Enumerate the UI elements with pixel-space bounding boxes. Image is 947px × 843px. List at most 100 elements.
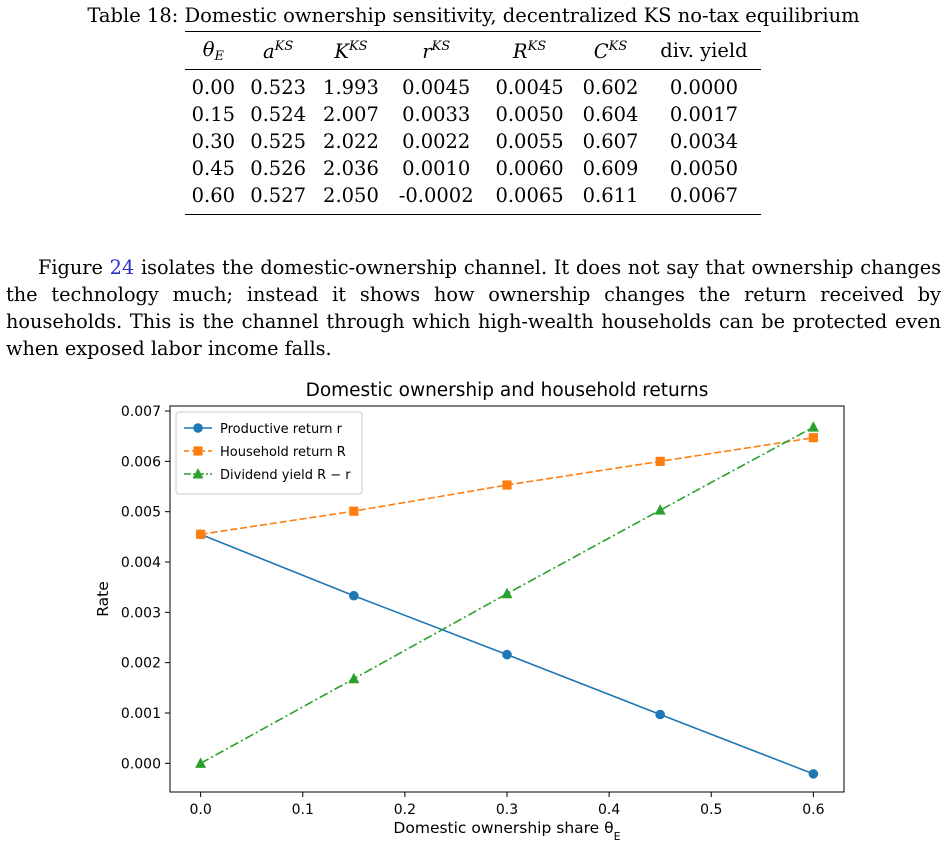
table-cell: 0.0034 bbox=[669, 130, 739, 153]
table-cell: -0.0002 bbox=[398, 184, 474, 207]
table-cell: 1.993 bbox=[323, 76, 379, 99]
x-tick-label: 0.0 bbox=[190, 802, 212, 818]
chart-legend: Productive return r Household return R Div… bbox=[175, 411, 363, 495]
table-caption: Table 18: Domestic ownership sensitivity… bbox=[87, 4, 860, 27]
column-header: KKS bbox=[334, 38, 368, 63]
data-point bbox=[502, 649, 512, 660]
table-header-row: θE aKS KKS rKS RKS CKS div. yield bbox=[185, 31, 761, 70]
table-cell: 2.050 bbox=[323, 184, 379, 207]
x-tick-label: 0.2 bbox=[394, 802, 416, 818]
table-row: 0.00 0.523 1.993 0.0045 0.0045 0.602 0.0000 bbox=[185, 70, 761, 102]
data-point bbox=[349, 590, 359, 601]
y-axis-label: Rate bbox=[94, 581, 112, 617]
data-point bbox=[808, 433, 818, 443]
table-cell: 0.15 bbox=[191, 103, 236, 126]
data-point bbox=[655, 709, 665, 720]
data-point bbox=[808, 769, 819, 779]
table-cell: 2.007 bbox=[323, 103, 379, 126]
table-cell: 0.0045 bbox=[402, 76, 471, 99]
y-tick-label: 0.003 bbox=[121, 605, 161, 621]
y-tick-label: 0.000 bbox=[121, 756, 161, 772]
table-row: 0.30 0.525 2.022 0.0022 0.0055 0.607 0.0034 bbox=[185, 128, 761, 155]
axis-ticks: 0.0 0.1 0.2 0.3 0.4 0.5 0.6 0.000 0.001 0.002 0.00… bbox=[121, 404, 825, 818]
table-cell: 0.523 bbox=[250, 76, 307, 99]
data-point bbox=[195, 757, 207, 768]
y-tick-label: 0.001 bbox=[121, 706, 161, 722]
legend-marker bbox=[193, 423, 203, 433]
column-header: aKS bbox=[262, 38, 294, 63]
column-header: div. yield bbox=[660, 39, 748, 62]
x-tick-label: 0.3 bbox=[496, 802, 518, 818]
table-cell: 0.602 bbox=[582, 76, 639, 99]
table-cell: 0.604 bbox=[582, 103, 639, 126]
x-tick-label: 0.4 bbox=[598, 802, 620, 818]
legend-frame bbox=[175, 411, 363, 495]
table-cell: 0.0000 bbox=[669, 76, 739, 99]
column-header: CKS bbox=[593, 38, 628, 63]
table-cell: 0.525 bbox=[250, 130, 307, 153]
table-cell: 0.0050 bbox=[669, 157, 739, 180]
data-point bbox=[501, 587, 513, 599]
x-tick-label: 0.5 bbox=[700, 802, 722, 818]
sensitivity-table: θE aKS KKS rKS RKS CKS div. yield 0.00 0.523 1.9… bbox=[185, 31, 761, 215]
y-tick-label: 0.004 bbox=[121, 555, 161, 571]
legend-marker bbox=[193, 446, 203, 456]
table-row: 0.60 0.527 2.050 -0.0002 0.0065 0.611 0.0067 bbox=[185, 182, 761, 215]
table-cell: 0.00 bbox=[191, 76, 236, 99]
data-point bbox=[502, 480, 512, 490]
paragraph-rest: isolates the domestic-ownership channel.… bbox=[6, 256, 942, 360]
series-line bbox=[200, 426, 814, 765]
table-body: 0.00 0.523 1.993 0.0045 0.0045 0.602 0.0000 0.1… bbox=[185, 70, 761, 215]
table-cell: 0.526 bbox=[250, 157, 307, 180]
table-cell: 0.0017 bbox=[669, 103, 739, 126]
data-point bbox=[655, 456, 665, 466]
data-point bbox=[654, 504, 666, 515]
table-cell: 0.524 bbox=[250, 103, 307, 126]
data-point bbox=[196, 529, 206, 539]
series-square bbox=[196, 433, 818, 539]
data-point bbox=[807, 421, 819, 432]
table-cell: 2.022 bbox=[323, 130, 379, 153]
table-cell: 0.0045 bbox=[495, 76, 564, 99]
table-cell: 0.0010 bbox=[402, 157, 471, 180]
body-paragraph: Figure 24 isolates the domestic-ownershi… bbox=[6, 254, 941, 362]
table-cell: 0.0065 bbox=[495, 184, 564, 207]
table-cell: 0.0060 bbox=[495, 157, 564, 180]
table-cell: 2.036 bbox=[323, 157, 379, 180]
legend-label: Productive return r bbox=[220, 422, 343, 437]
column-header: RKS bbox=[512, 38, 547, 63]
table-cell: 0.45 bbox=[191, 157, 236, 180]
x-tick-label: 0.1 bbox=[292, 802, 314, 818]
legend-label: Dividend yield R − r bbox=[220, 468, 351, 483]
y-tick-label: 0.007 bbox=[121, 404, 161, 420]
column-header: rKS bbox=[422, 38, 451, 63]
x-axis-label: Domestic ownership share θE bbox=[393, 819, 620, 843]
column-header: θE bbox=[202, 37, 224, 64]
x-tick-label: 0.6 bbox=[802, 802, 824, 818]
table-cell: 0.60 bbox=[191, 184, 236, 207]
data-point bbox=[348, 672, 360, 684]
y-tick-label: 0.006 bbox=[121, 454, 161, 470]
series-layer bbox=[195, 421, 819, 779]
y-tick-label: 0.005 bbox=[121, 505, 161, 521]
ownership-returns-chart: Domestic ownership and household returns… bbox=[94, 380, 845, 843]
y-tick-label: 0.002 bbox=[121, 656, 161, 672]
data-point bbox=[349, 506, 359, 516]
series-circle bbox=[195, 529, 819, 779]
table-row: 0.45 0.526 2.036 0.0010 0.0060 0.609 0.0050 bbox=[185, 155, 761, 182]
paragraph-text: Figure 24 isolates the domestic-ownershi… bbox=[6, 254, 941, 362]
table-cell: 0.609 bbox=[582, 157, 639, 180]
table-cell: 0.0050 bbox=[495, 103, 564, 126]
table-cell: 0.30 bbox=[191, 130, 236, 153]
table-cell: 0.0033 bbox=[402, 103, 471, 126]
table-row: 0.15 0.524 2.007 0.0033 0.0050 0.604 0.0017 bbox=[185, 101, 761, 128]
figure-reference-link[interactable]: 24 bbox=[109, 256, 135, 279]
table-cell: 0.527 bbox=[250, 184, 307, 207]
table-cell: 0.607 bbox=[582, 130, 639, 153]
series-triangle bbox=[195, 421, 819, 768]
table-cell: 0.611 bbox=[582, 184, 639, 207]
legend-label: Household return R bbox=[220, 445, 346, 460]
table-cell: 0.0055 bbox=[495, 130, 564, 153]
chart-title: Domestic ownership and household returns bbox=[306, 380, 709, 401]
table-cell: 0.0022 bbox=[402, 130, 471, 153]
